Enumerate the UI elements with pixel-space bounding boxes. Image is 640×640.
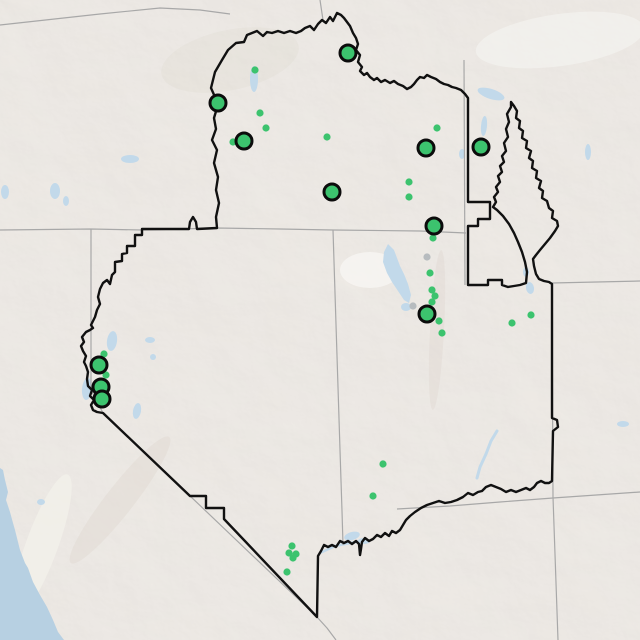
site-marker-large[interactable] xyxy=(89,355,109,375)
site-marker-small[interactable] xyxy=(428,286,436,294)
site-marker-small[interactable] xyxy=(102,371,110,379)
site-marker-large[interactable] xyxy=(234,131,254,151)
lake xyxy=(150,354,156,360)
lake xyxy=(477,87,505,101)
terrain-patch xyxy=(161,27,299,93)
site-marker-small[interactable] xyxy=(435,317,443,325)
terrain-patch xyxy=(475,11,640,69)
site-marker-small[interactable] xyxy=(405,178,413,186)
site-marker-small[interactable] xyxy=(428,298,436,306)
site-marker-small[interactable] xyxy=(285,549,293,557)
site-marker-large[interactable] xyxy=(417,304,437,324)
site-marker-small[interactable] xyxy=(251,66,259,74)
site-marker-large[interactable] xyxy=(471,137,491,157)
lake xyxy=(585,144,591,160)
lake xyxy=(50,183,60,199)
site-marker-small[interactable] xyxy=(369,492,377,500)
site-marker-small[interactable] xyxy=(433,124,441,132)
site-marker-small[interactable] xyxy=(288,542,296,550)
state-border-line xyxy=(319,0,324,21)
lake xyxy=(121,155,139,163)
state-border-line xyxy=(0,7,231,26)
lake xyxy=(1,185,9,199)
site-marker-small[interactable] xyxy=(289,554,297,562)
site-marker-small[interactable] xyxy=(379,460,387,468)
site-marker-small[interactable] xyxy=(429,234,437,242)
ocean-layer xyxy=(0,468,64,640)
terrain-patch xyxy=(428,250,446,410)
site-marker-large[interactable] xyxy=(416,138,436,158)
site-marker-large[interactable] xyxy=(92,389,112,409)
site-marker-small[interactable] xyxy=(431,292,439,300)
lake xyxy=(145,337,155,343)
lake xyxy=(106,331,118,351)
site-marker-small[interactable] xyxy=(426,269,434,277)
lake xyxy=(63,196,69,206)
site-marker-small[interactable] xyxy=(262,124,270,132)
site-marker-large[interactable] xyxy=(208,93,228,113)
site-marker-small[interactable] xyxy=(405,193,413,201)
state-border-line xyxy=(0,227,467,234)
state-border-line xyxy=(463,59,466,286)
site-marker-large[interactable] xyxy=(322,182,342,202)
markers-layer[interactable] xyxy=(89,43,535,576)
site-marker-gray[interactable] xyxy=(409,302,417,310)
site-marker-small[interactable] xyxy=(323,133,331,141)
site-marker-small[interactable] xyxy=(508,319,516,327)
lakes-layer xyxy=(1,66,629,555)
lake xyxy=(37,499,45,505)
great-salt-lake xyxy=(383,244,411,303)
site-marker-small[interactable] xyxy=(527,311,535,319)
site-marker-small[interactable] xyxy=(100,350,108,358)
lake xyxy=(480,116,488,136)
state-border-line xyxy=(551,280,640,284)
river xyxy=(475,429,499,480)
terrain-patch xyxy=(69,436,171,564)
site-marker-large[interactable] xyxy=(338,43,358,63)
pacific-ocean xyxy=(0,468,64,640)
site-marker-small[interactable] xyxy=(256,109,264,117)
state-border-line xyxy=(396,491,640,510)
lake xyxy=(401,303,411,311)
lake xyxy=(344,531,360,541)
lake xyxy=(525,282,535,294)
site-marker-small[interactable] xyxy=(283,568,291,576)
lake xyxy=(459,149,465,159)
state-border-line xyxy=(332,229,344,546)
site-marker-small[interactable] xyxy=(438,329,446,337)
site-marker-large[interactable] xyxy=(424,216,444,236)
lake xyxy=(617,421,629,427)
lake xyxy=(132,403,142,419)
site-marker-gray[interactable] xyxy=(423,253,431,261)
